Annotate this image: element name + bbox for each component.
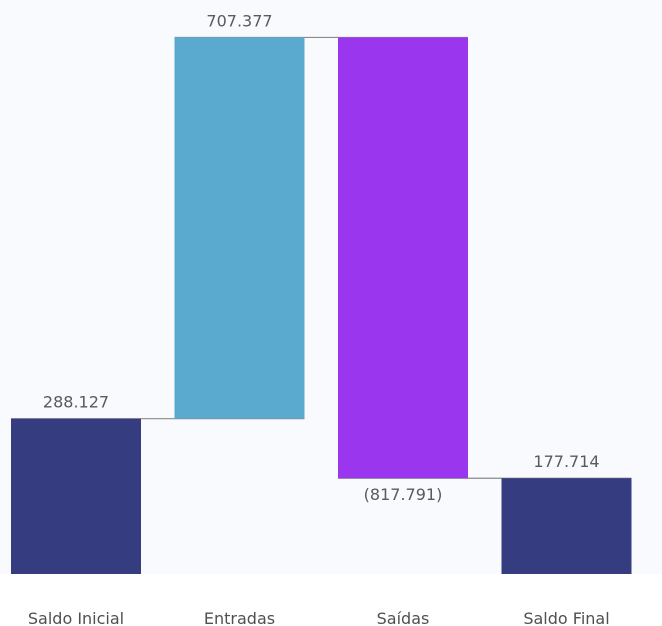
bar-saídas[interactable] xyxy=(338,37,468,479)
category-label: Saídas xyxy=(377,609,430,626)
category-label: Saldo Inicial xyxy=(28,609,124,626)
bar-saldo-inicial[interactable] xyxy=(11,418,141,574)
bar-entradas[interactable] xyxy=(174,37,305,419)
value-label: 177.714 xyxy=(533,452,599,471)
category-label: Entradas xyxy=(204,609,275,626)
value-label: 288.127 xyxy=(43,393,109,412)
category-label: Saldo Final xyxy=(523,609,609,626)
bar-saldo-final[interactable] xyxy=(501,478,632,574)
value-label: (817.791) xyxy=(364,485,443,504)
value-label: 707.377 xyxy=(206,11,272,30)
